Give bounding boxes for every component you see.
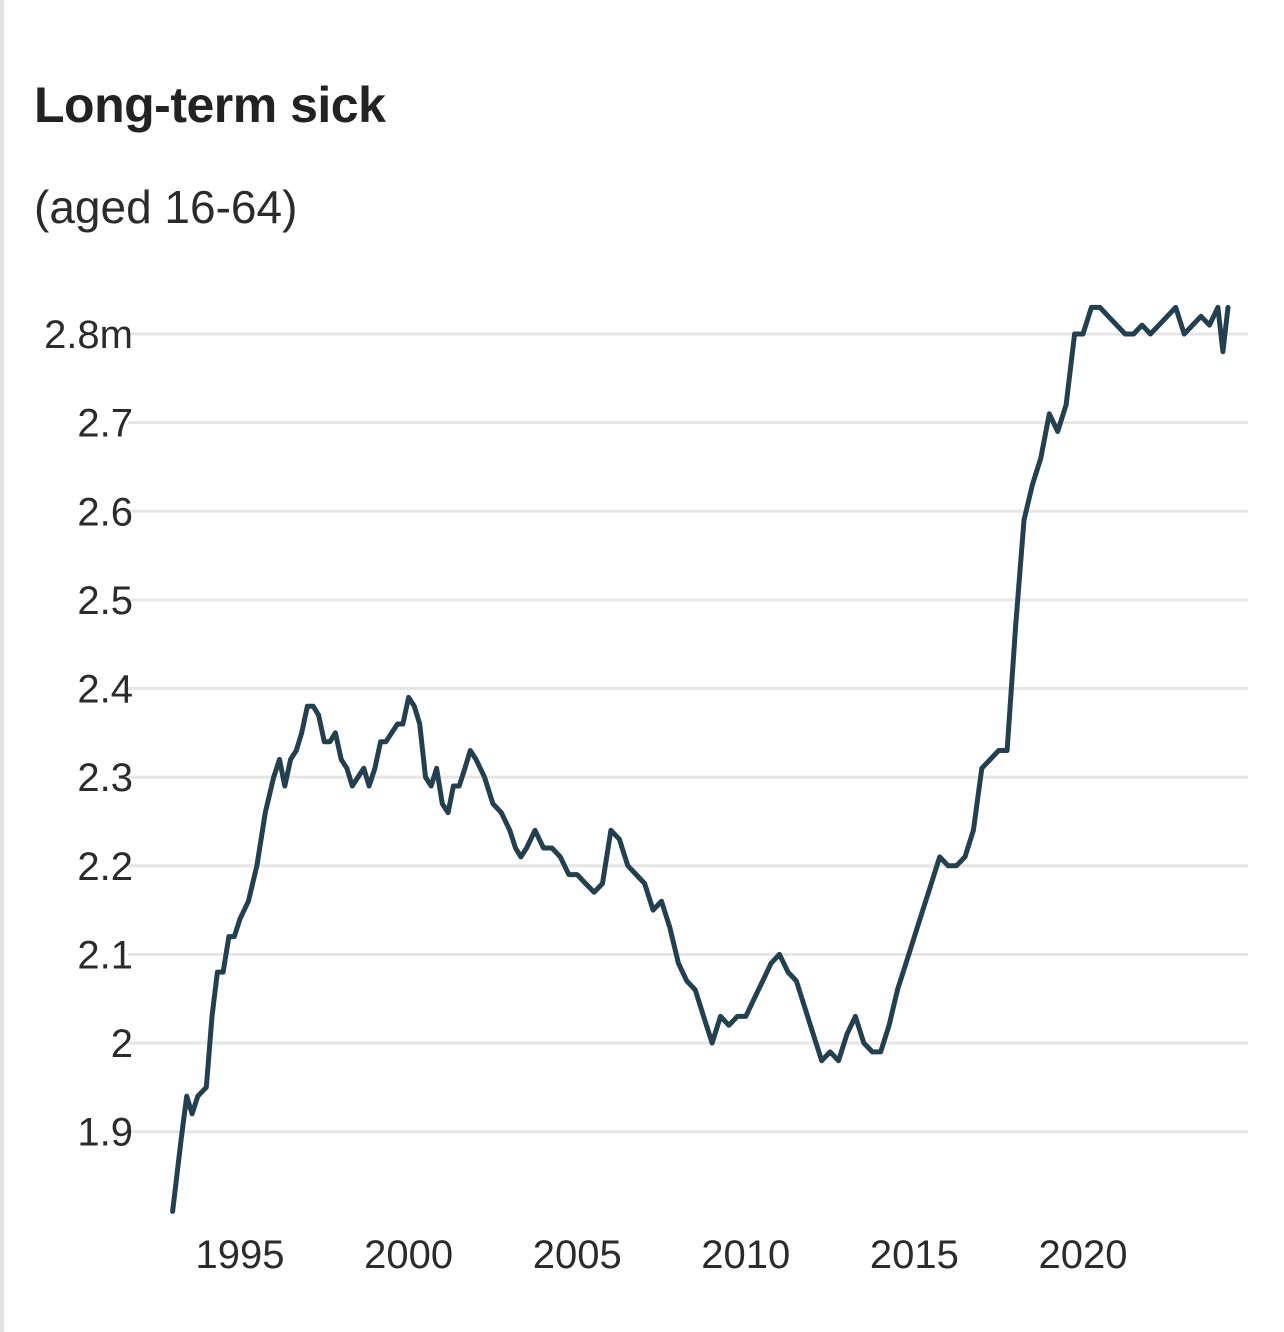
x-tick-label: 2020: [1039, 1233, 1128, 1277]
x-tick-label: 2005: [533, 1233, 622, 1277]
x-tick-label: 2015: [870, 1233, 959, 1277]
y-axis-ticks: 1.9 2 2.1 2.2 2.3 2.4 2.5 2.6 2.7 2.8m: [44, 313, 133, 1155]
y-tick-label: 2.6: [77, 490, 133, 534]
x-tick-label: 1995: [196, 1233, 285, 1277]
y-tick-label: 2.4: [77, 668, 133, 712]
left-edge-border: [0, 0, 4, 1332]
y-tick-label: 2: [111, 1022, 133, 1066]
x-axis-ticks: 1995 2000 2005 2010 2015 2020: [196, 1233, 1128, 1277]
y-tick-label: 1.9: [77, 1111, 133, 1155]
y-tick-label: 2.5: [77, 579, 133, 623]
x-tick-label: 2010: [701, 1233, 790, 1277]
y-tick-label: 2.8m: [44, 313, 133, 357]
y-tick-label: 2.3: [77, 756, 133, 800]
x-tick-label: 2000: [364, 1233, 453, 1277]
chart-title: Long-term sick: [34, 77, 386, 133]
series-layer: [170, 304, 1231, 1214]
chart-subtitle: (aged 16-64): [34, 181, 298, 233]
y-tick-label: 2.7: [77, 402, 133, 446]
gridlines: [128, 332, 1248, 1134]
y-tick-label: 2.2: [77, 845, 133, 889]
y-tick-label: 2.1: [77, 933, 133, 977]
series-line-0: [170, 304, 1231, 1214]
